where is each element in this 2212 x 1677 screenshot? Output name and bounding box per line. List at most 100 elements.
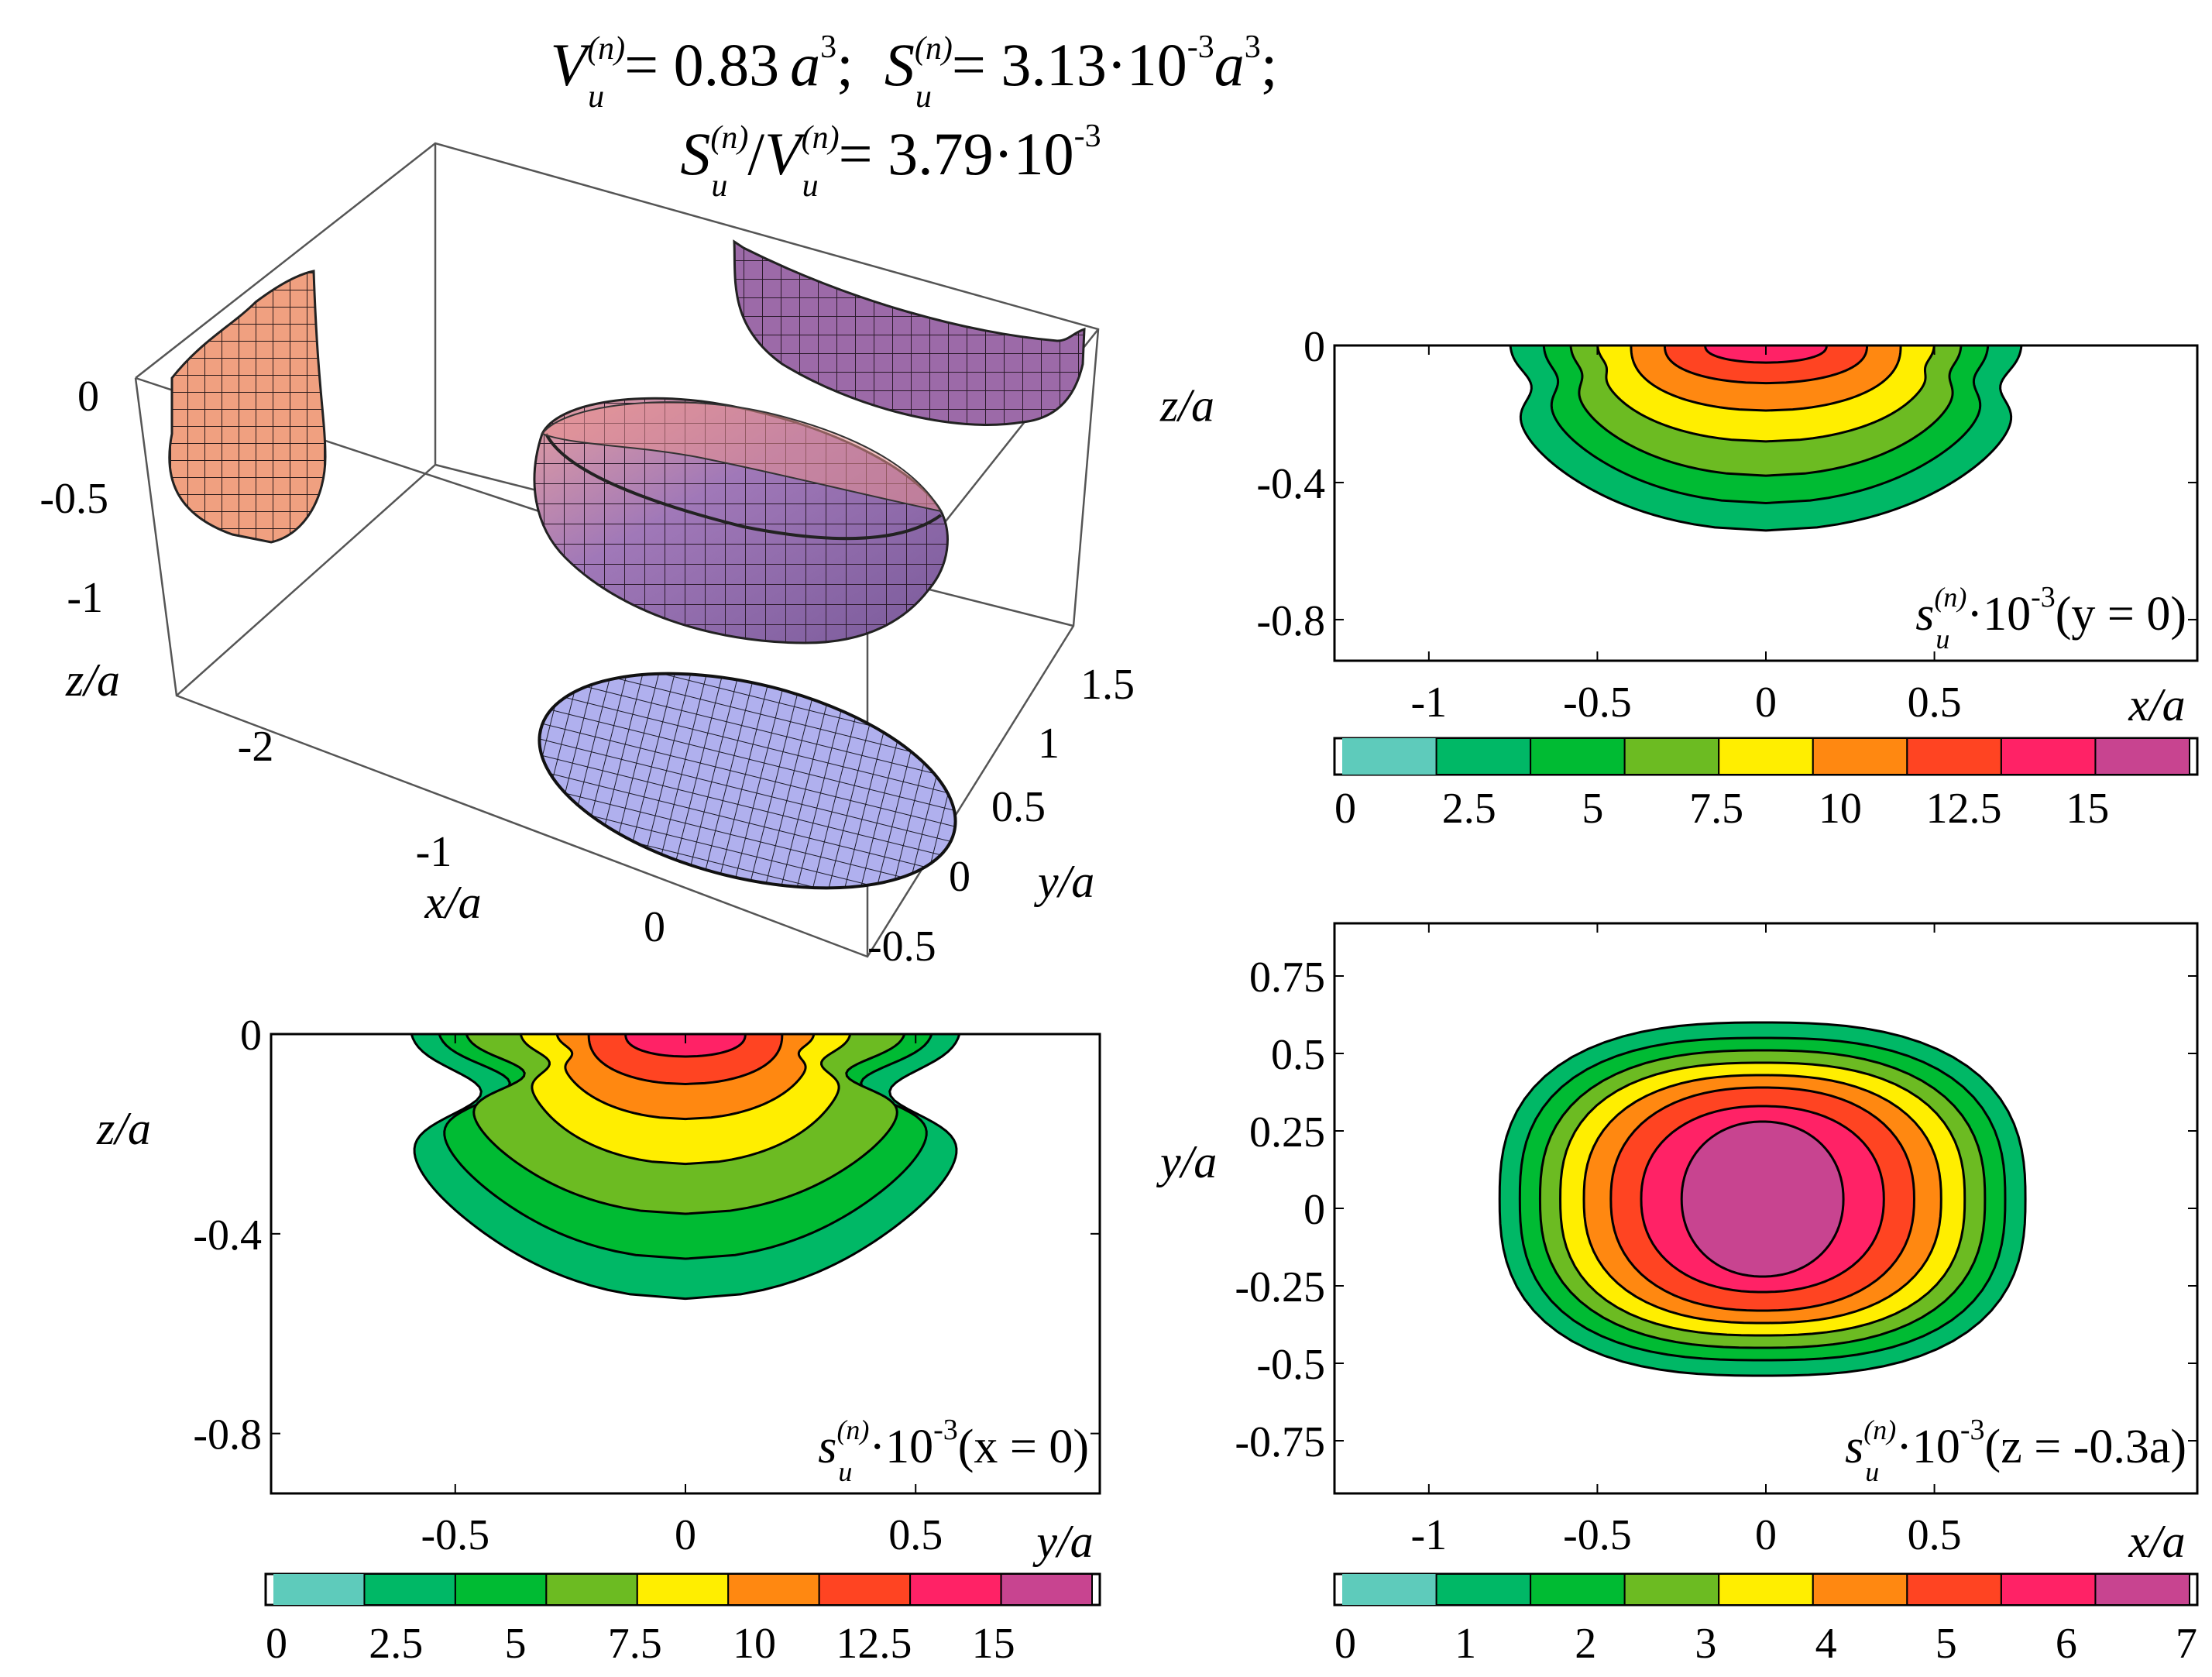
y-axis-label: z/a (96, 1103, 151, 1154)
colorbar-tick-label: 3 (1695, 1620, 1716, 1668)
colorbar-cell-7 (909, 1573, 1002, 1606)
colorbar-cell-5 (1812, 1573, 1908, 1606)
panel-annotation: s(n) u ·10-3(y = 0) (1915, 581, 2186, 655)
z-tick-1: -0.5 (40, 475, 108, 523)
x-tick-label: 0.5 (1908, 1511, 1962, 1559)
colorbar-tick-label: 1 (1455, 1620, 1476, 1668)
y-axis-label: y/a (1156, 1136, 1217, 1187)
projection-yz-wall (733, 239, 1086, 426)
colorbar-cell-8 (1000, 1573, 1093, 1606)
colorbar-tick-label: 2.5 (369, 1620, 423, 1668)
projection-xz-wall (168, 270, 327, 544)
colorbar-cell-4 (636, 1573, 730, 1606)
y-axis-ticks: 1.5 1 0.5 0 -0.5 (867, 661, 1135, 971)
x-tick-label: 0 (1755, 679, 1777, 727)
colorbar-cell-4 (1718, 1573, 1814, 1606)
y-tick-label: 0.75 (1249, 954, 1325, 1002)
colorbar-cell-5 (727, 1573, 820, 1606)
colorbar-tick-label: 4 (1815, 1620, 1837, 1668)
x-tick-label: 0.5 (1908, 679, 1962, 727)
y-tick-1: 1 (1038, 720, 1060, 768)
x-tick-label: 0 (675, 1511, 696, 1559)
y-tick-label: 0.25 (1249, 1108, 1325, 1156)
colorbar-cell-8 (2094, 737, 2190, 775)
colorbar-tick-label: 5 (1936, 1620, 1957, 1668)
y-tick-label: -0.4 (193, 1211, 262, 1259)
colorbar-tick-label: 7.5 (1689, 785, 1743, 833)
y-tick-2: 0.5 (991, 783, 1046, 831)
colorbar-cell-4 (1718, 737, 1814, 775)
isosurface-rim (544, 433, 943, 541)
x-tick-label: -1 (1411, 679, 1448, 727)
y-tick-0: 1.5 (1080, 661, 1135, 709)
x-axis-label: x/a (424, 877, 481, 928)
y-axis-label: y/a (1033, 856, 1094, 907)
colorbar-tick-label: 12.5 (1926, 785, 2002, 833)
colorbar-cell-2 (1530, 737, 1626, 775)
colorbar-tick-label: 0 (266, 1620, 287, 1668)
colorbar-cell-3 (545, 1573, 638, 1606)
z-axis-label: z/a (65, 655, 120, 706)
colorbar-tick-label: 7 (2176, 1620, 2197, 1668)
contour-panel-xz: -1 -0.5 0 0.5 0 -0.4 -0.8 x/a z/a s(n) u ·10-3(y = … (1159, 323, 2199, 833)
formula-line-1: V(n) u = 0.83 a3; S(n) u = 3.13·10-3a3; (551, 29, 1278, 115)
colorbar-tick-label: 6 (2056, 1620, 2077, 1668)
colorbar-cell-1 (1435, 737, 1532, 775)
colorbar-tick-label: 7.5 (608, 1620, 662, 1668)
x-tick-label: -0.5 (1563, 679, 1632, 727)
y-tick-label: -0.4 (1256, 460, 1325, 508)
colorbar-cell-0 (273, 1574, 365, 1605)
colorbar-tick-label: 2.5 (1442, 785, 1496, 833)
contour-band-7 (1680, 1120, 1845, 1278)
x-tick-label: 0 (1755, 1511, 1777, 1559)
y-tick-4: -0.5 (867, 923, 936, 971)
y-tick-label: -0.8 (1256, 597, 1325, 645)
panel-annotation: s(n) u ·10-3(x = 0) (818, 1414, 1089, 1487)
colorbar-cell-0 (1342, 1574, 1437, 1605)
colorbar-cell-6 (1906, 737, 2002, 775)
y-tick-label: 0 (240, 1012, 262, 1060)
x-tick-0: -2 (238, 723, 274, 771)
colorbar-cell-1 (1435, 1573, 1532, 1606)
colorbar-cell-7 (2000, 737, 2097, 775)
z-tick-2: -1 (67, 574, 103, 622)
y-tick-label: -0.75 (1235, 1418, 1325, 1466)
y-tick-3: 0 (949, 853, 970, 901)
y-tick-label: 0 (1304, 323, 1325, 371)
x-tick-2: 0 (644, 903, 665, 951)
colorbar-tick-label: 2 (1575, 1620, 1596, 1668)
x-axis-label: x/a (2128, 1516, 2185, 1567)
isosurface-rim-top (541, 401, 943, 513)
colorbar-cell-3 (1623, 737, 1720, 775)
colorbar-tick-label: 0 (1334, 1620, 1356, 1668)
colorbar-tick-label: 5 (505, 1620, 527, 1668)
y-tick-label: 0 (1304, 1186, 1325, 1234)
colorbar-tick-label: 5 (1582, 785, 1603, 833)
colorbar-cell-8 (2094, 1573, 2190, 1606)
x-axis-label: x/a (2128, 679, 2185, 730)
x-axis-label: y/a (1032, 1516, 1093, 1567)
projection-xy-floor (538, 672, 957, 890)
formula-line-2: S(n) u/V(n) u = 3.79·10-3 (680, 119, 1101, 204)
colorbar-cell-3 (1623, 1573, 1720, 1606)
x-tick-label: -1 (1411, 1511, 1448, 1559)
y-tick-label: -0.25 (1235, 1263, 1325, 1311)
colorbar-cell-6 (818, 1573, 912, 1606)
colorbar-tick-label: 12.5 (836, 1620, 912, 1668)
colorbar-tick-label: 15 (972, 1620, 1015, 1668)
x-tick-1: -1 (416, 828, 452, 876)
colorbar-cell-0 (1342, 738, 1437, 775)
z-axis-ticks: 0 -0.5 -1 (40, 373, 108, 622)
colorbar-tick-label: 15 (2066, 785, 2109, 833)
colorbar-tick-label: 10 (733, 1620, 776, 1668)
y-tick-label: -0.8 (193, 1411, 262, 1459)
x-axis-ticks: -2 -1 0 (238, 723, 665, 951)
colorbar-cell-6 (1906, 1573, 2002, 1606)
contour-panel-yz: -0.5 0 0.5 0 -0.4 -0.8 y/a z/a s(n) u ·10-3(x = 0)… (96, 1012, 1101, 1668)
colorbar-cell-2 (454, 1573, 548, 1606)
plot-3d: 0 -0.5 -1 z/a -2 -1 0 x/a 1.5 1 0.5 0 -0… (40, 142, 1135, 971)
colorbar-tick-label: 0 (1334, 785, 1356, 833)
y-axis-label: z/a (1159, 380, 1214, 431)
z-tick-0: 0 (77, 373, 99, 421)
